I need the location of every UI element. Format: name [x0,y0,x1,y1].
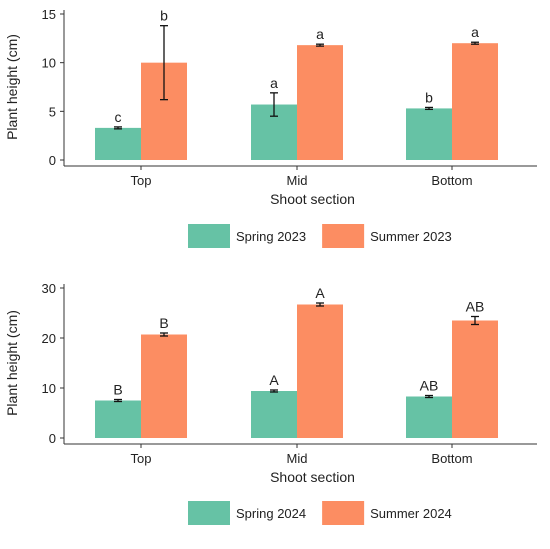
legend-swatch [188,224,230,248]
bar [406,108,452,160]
x-axis-label: Shoot section [270,469,355,485]
y-tick-label: 10 [42,56,56,71]
x-axis-label: Shoot section [270,191,355,207]
x-tick-label: Bottom [431,451,472,466]
y-tick-label: 15 [42,7,56,22]
bar [406,396,452,438]
bar [452,320,498,438]
legend-label: Spring 2023 [236,229,306,244]
chart-panel-1: 0 5 10 15 Plant height (cm) Top Mid Bottom Shoot… [4,7,537,248]
significance-letter: A [315,285,325,301]
legend-label: Summer 2023 [370,229,452,244]
significance-letter: AB [420,378,439,394]
y-tick-label: 5 [49,104,56,119]
significance-letter: b [160,8,168,24]
bar [297,45,343,160]
significance-letter: A [269,372,279,388]
y-tick-label: 30 [42,281,56,296]
significance-letter: a [316,26,324,42]
legend-label: Summer 2024 [370,506,452,521]
significance-letter: AB [466,299,485,315]
legend-swatch [322,224,365,248]
bar [297,304,343,438]
legend-swatch [188,501,230,525]
x-tick-label: Bottom [431,173,472,188]
bar [452,43,498,161]
bar [141,334,187,438]
y-tick-label: 10 [42,381,56,396]
legend-swatch [322,501,365,525]
x-tick-label: Top [131,451,152,466]
y-tick-label: 20 [42,331,56,346]
y-axis-label: Plant height (cm) [4,310,20,416]
y-axis-label: Plant height (cm) [4,34,20,140]
bar [251,391,297,438]
significance-letter: c [115,109,122,125]
bar [95,400,141,438]
y-tick-label: 0 [49,431,56,446]
significance-letter: B [113,382,122,398]
x-tick-label: Mid [287,173,308,188]
bar [95,127,141,160]
y-tick-label: 0 [49,153,56,168]
x-tick-label: Top [131,173,152,188]
x-tick-label: Mid [287,451,308,466]
chart-panel-2: 0 10 20 30 Plant height (cm) Top Mid Bottom Shoo… [4,281,537,525]
significance-letter: B [159,315,168,331]
significance-letter: b [425,89,433,105]
legend-label: Spring 2024 [236,506,306,521]
significance-letter: a [270,75,278,91]
significance-letter: a [471,24,479,40]
legend: Spring 2023 Summer 2023 [188,224,452,248]
legend: Spring 2024 Summer 2024 [188,501,452,525]
